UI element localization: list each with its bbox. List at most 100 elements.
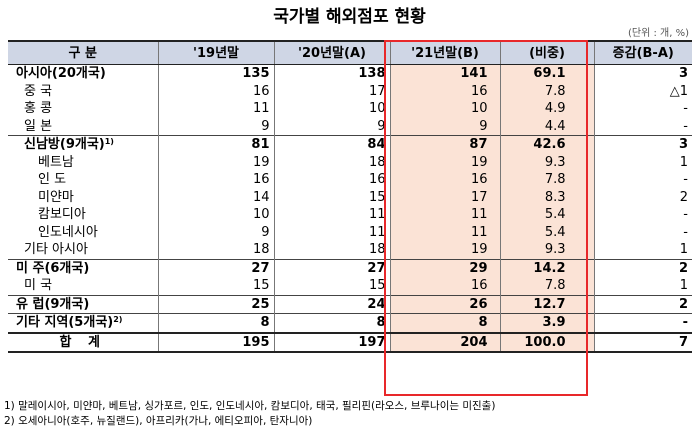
cell-change-text: 2 [679,261,688,276]
row-label-text: 합 계 [60,335,106,350]
cell-2019-text: 195 [242,335,269,350]
cell-change: 1 [594,277,692,295]
row-label: 합 계 [8,333,158,353]
cell-2021: 11 [390,224,500,242]
cell-2020: 197 [274,333,390,353]
cell-share: 69.1 [500,65,594,83]
cell-2021-text: 19 [471,155,496,170]
header-2020: '20년말(A) [274,41,390,65]
cell-2021: 19 [390,154,500,172]
cell-2019-text: 81 [251,137,269,152]
row-label: 신남방(9개국)1) [8,136,158,154]
cell-2020: 16 [274,171,390,189]
row-label-text: 베트남 [12,154,74,171]
header-row: 구 분 '19년말 '20년말(A) '21년말(B) (비중) 증감(B-A) [8,41,692,65]
table-row: 인도네시아 9 11 11 5.4 - [8,224,692,242]
cell-2021-text: 16 [471,172,496,187]
row-label: 캄보디아 [8,206,158,224]
cell-share-text: 14.2 [533,261,589,276]
cell-share-text: 69.1 [533,66,589,81]
cell-2020-text: 24 [367,297,385,312]
row-label: 아시아(20개국) [8,65,158,83]
cell-2019: 19 [158,154,274,172]
cell-2020: 24 [274,295,390,314]
cell-share: 5.4 [500,224,594,242]
cell-change: - [594,118,692,136]
row-label: 중 국 [8,83,158,101]
row-label: 미 국 [8,277,158,295]
cell-2020-text: 138 [358,66,385,81]
cell-2019-text: 8 [260,315,269,330]
cell-change: - [594,100,692,118]
cell-2020-text: 8 [376,315,385,330]
cell-change-text: 3 [679,137,688,152]
cell-2019-text: 25 [251,297,269,312]
cell-2021-text: 11 [471,207,496,222]
cell-2019: 11 [158,100,274,118]
header-2021: '21년말(B) [390,41,500,65]
table-row: 유 럽(9개국) 25 24 26 12.7 2 [8,295,692,314]
unit-label: (단위 : 개, %) [628,24,689,39]
cell-2020-text: 15 [369,278,386,293]
cell-2021-text: 87 [469,137,495,152]
cell-change: - [594,314,692,333]
table-row: 베트남 19 18 19 9.3 1 [8,154,692,172]
cell-2021-text: 9 [479,119,495,134]
cell-2019-text: 9 [261,225,269,240]
table-row: 기타 아시아 18 18 19 9.3 1 [8,241,692,259]
table-row: 미 국 15 15 16 7.8 1 [8,277,692,295]
cell-2020: 11 [274,206,390,224]
cell-2020: 84 [274,136,390,154]
cell-change-text: - [683,207,688,222]
row-label: 미얀마 [8,189,158,207]
row-label-text: 중 국 [12,83,52,100]
header-share: (비중) [500,41,594,65]
cell-2020: 138 [274,65,390,83]
cell-share-text: 3.9 [542,315,589,330]
cell-2021-text: 19 [471,242,496,257]
cell-2020-text: 10 [369,101,386,116]
cell-share-text: 7.8 [545,278,590,293]
cell-2019: 9 [158,118,274,136]
table-row: 일 본 9 9 9 4.4 - [8,118,692,136]
cell-change: 1 [594,241,692,259]
table-row: 신남방(9개국)1) 81 84 87 42.6 3 [8,136,692,154]
cell-2021: 16 [390,83,500,101]
cell-2020-text: 197 [358,335,385,350]
table-row: 중 국 16 17 16 7.8 △1 [8,83,692,101]
cell-change-text: - [683,315,688,330]
cell-2019: 9 [158,224,274,242]
row-label-text: 기타 아시아 [12,241,88,258]
cell-2020: 27 [274,259,390,277]
table-row: 인 도 16 16 16 7.8 - [8,171,692,189]
cell-change: - [594,206,692,224]
table-body: 아시아(20개국) 135 138 141 69.1 3 중 국 16 17 16 7.8 △1 홍 콩… [8,65,692,353]
cell-2021-text: 10 [471,101,496,116]
cell-2019-text: 27 [251,261,269,276]
cell-change: 3 [594,136,692,154]
cell-change-text: △1 [670,84,688,99]
cell-2019: 81 [158,136,274,154]
cell-share-text: 5.4 [545,225,590,240]
cell-change-text: - [683,172,688,187]
cell-2020-text: 18 [369,155,386,170]
cell-share-text: 5.4 [545,207,590,222]
row-label-text: 미얀마 [12,189,74,206]
cell-2019: 135 [158,65,274,83]
cell-change-text: - [683,101,688,116]
cell-2021: 8 [390,314,500,333]
table-row: 미 주(6개국) 27 27 29 14.2 2 [8,259,692,277]
row-label-text: 미 주(6개국) [12,261,89,276]
cell-2021-text: 16 [471,84,496,99]
cell-2020-text: 17 [369,84,386,99]
row-label: 미 주(6개국) [8,259,158,277]
cell-change: △1 [594,83,692,101]
cell-2020: 10 [274,100,390,118]
cell-2020-text: 15 [369,190,386,205]
cell-2019: 195 [158,333,274,353]
cell-share-text: 12.7 [533,297,589,312]
cell-2021: 16 [390,277,500,295]
row-label: 유 럽(9개국) [8,295,158,314]
cell-2019-text: 135 [242,66,269,81]
cell-2020-text: 27 [367,261,385,276]
